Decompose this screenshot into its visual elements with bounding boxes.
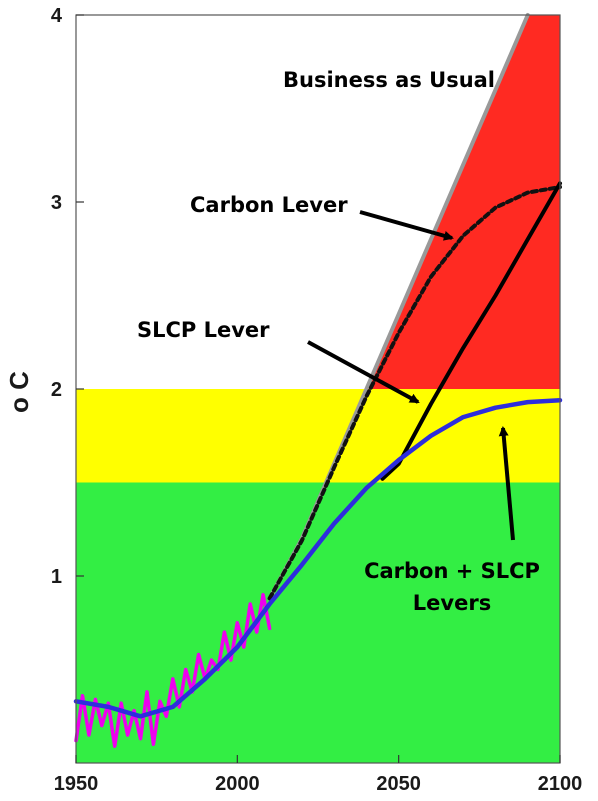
band-yellow <box>76 389 560 483</box>
x-tick-label-2000: 2000 <box>215 773 260 795</box>
annotation-carbon-lever: Carbon Lever <box>190 193 348 217</box>
x-tick-label-2050: 2050 <box>376 773 421 795</box>
arrow-carbon-lever <box>359 210 454 241</box>
band-green <box>76 482 560 763</box>
y-tick-label-1: 1 <box>51 566 62 588</box>
annotation-carbon-slcp-levers-line2: Levers <box>413 591 491 615</box>
y-tick-label-4: 4 <box>51 5 63 27</box>
temperature-bands <box>76 15 560 763</box>
series-line-slcp <box>380 181 562 481</box>
x-tick-label-1950: 1950 <box>54 773 99 795</box>
arrow-carbon-slcp-levers <box>498 426 515 541</box>
series-line-observed <box>74 592 272 748</box>
x-tick-label-2100: 2100 <box>538 773 583 795</box>
annotation-business-as-usual: Business as Usual <box>283 68 495 92</box>
band-red <box>366 15 560 389</box>
series-lines <box>73 13 563 748</box>
axis-ticks: 1950 2000 2050 2100 1 2 3 4 <box>51 5 582 795</box>
y-tick-label-3: 3 <box>51 192 62 214</box>
y-axis-label: o C <box>4 371 34 413</box>
series-line-combined <box>73 397 563 719</box>
annotation-slcp-lever: SLCP Lever <box>137 318 270 342</box>
series-line-carbon <box>267 185 562 601</box>
arrow-slcp-lever <box>307 340 420 404</box>
annotation-carbon-slcp-levers-line1: Carbon + SLCP <box>364 559 540 583</box>
y-tick-label-2: 2 <box>51 379 62 401</box>
